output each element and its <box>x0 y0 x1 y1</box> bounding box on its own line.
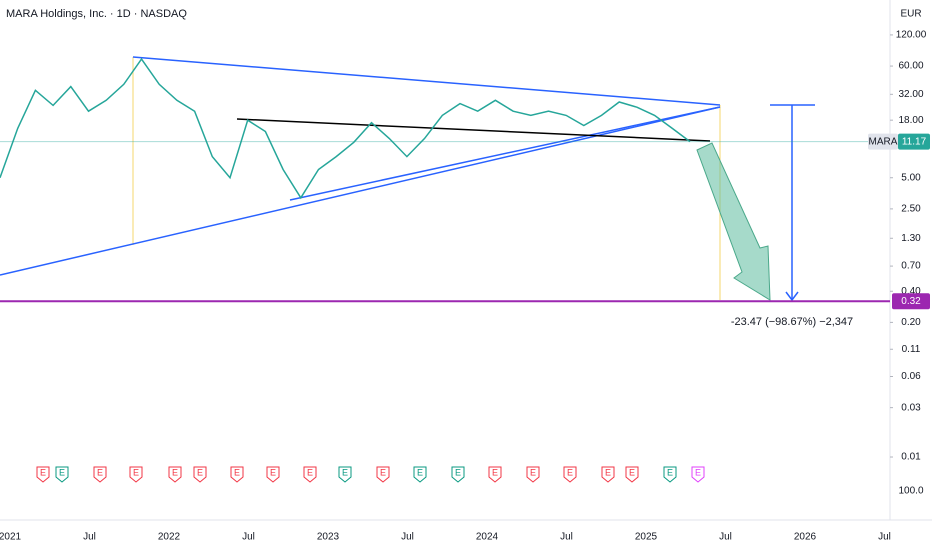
earnings-label: E <box>695 467 701 477</box>
earnings-label: E <box>455 467 461 477</box>
earnings-badge <box>526 466 540 483</box>
earnings-badge <box>168 466 182 483</box>
earnings-label: E <box>97 467 103 477</box>
measure-label: -23.47 (−98.67%) −2,347 <box>731 316 853 328</box>
currency: EUR <box>900 9 921 20</box>
earnings-badge <box>488 466 502 483</box>
target-badge <box>892 293 930 310</box>
earnings-badge <box>266 466 280 483</box>
earnings-label: E <box>342 467 348 477</box>
earnings-label: E <box>629 467 635 477</box>
x-tick-label: Jul <box>401 532 414 543</box>
symbol-label: MARA <box>869 136 898 147</box>
earnings-badge <box>36 466 50 483</box>
x-tick-label: 2025 <box>635 532 658 543</box>
trendline <box>132 56 721 106</box>
earnings-badge <box>55 466 69 483</box>
y-tick-label: 32.00 <box>898 89 923 100</box>
price-label: 11.17 <box>902 136 927 147</box>
earnings-badge <box>563 466 577 483</box>
earnings-label: E <box>530 467 536 477</box>
x-tick-label: 2026 <box>794 532 817 543</box>
volume-scale-label: 100.0 <box>898 486 923 497</box>
earnings-label: E <box>667 467 673 477</box>
projection-arrow <box>696 142 771 301</box>
earnings-badge <box>451 466 465 483</box>
y-tick-label: 0.03 <box>901 402 921 413</box>
x-tick-label: 2024 <box>476 532 499 543</box>
x-tick-label: Jul <box>719 532 732 543</box>
earnings-badge <box>193 466 207 483</box>
earnings-badge <box>376 466 390 483</box>
measure-arrowhead <box>785 291 799 302</box>
earnings-label: E <box>492 467 498 477</box>
earnings-badge <box>230 466 244 483</box>
earnings-badge <box>338 466 352 483</box>
chart-title: MARA Holdings, Inc. · 1D · NASDAQ <box>6 8 187 20</box>
x-tick-label: Jul <box>878 532 891 543</box>
x-tick-label: 2023 <box>317 532 340 543</box>
earnings-badge <box>413 466 427 483</box>
drawings <box>0 56 815 302</box>
earnings-badge <box>129 466 143 483</box>
y-tick-label: 1.30 <box>901 233 921 244</box>
x-tick-label: Jul <box>560 532 573 543</box>
y-tick-label: 60.00 <box>898 61 923 72</box>
earnings-label: E <box>40 467 46 477</box>
earnings-label: E <box>605 467 611 477</box>
earnings-label: E <box>133 467 139 477</box>
x-tick-label: 2021 <box>0 532 22 543</box>
y-tick-label: 2.50 <box>901 204 921 215</box>
x-tick-label: Jul <box>83 532 96 543</box>
trendline <box>236 118 711 142</box>
y-tick-label: 0.01 <box>901 452 921 463</box>
y-tick-label: 18.00 <box>898 115 923 126</box>
earnings-badge <box>625 466 639 483</box>
price-badge <box>898 133 930 150</box>
price-line <box>0 57 691 200</box>
y-tick-label: 0.06 <box>901 371 921 382</box>
earnings-label: E <box>59 467 65 477</box>
y-tick-label: 0.70 <box>901 261 921 272</box>
trendline <box>0 106 721 276</box>
symbol-badge <box>868 133 898 150</box>
earnings-label: E <box>567 467 573 477</box>
earnings-label: E <box>172 467 178 477</box>
y-tick-label: 0.11 <box>902 344 921 355</box>
x-tick-label: 2022 <box>158 532 181 543</box>
earnings-label: E <box>380 467 386 477</box>
earnings-label: E <box>234 467 240 477</box>
earnings-label: E <box>307 467 313 477</box>
y-tick-label: 120.00 <box>896 30 927 41</box>
y-tick-label: 0.40 <box>901 286 921 297</box>
earnings-badge <box>691 466 705 483</box>
earnings-label: E <box>197 467 203 477</box>
earnings-label: E <box>417 467 423 477</box>
earnings-label: E <box>270 467 276 477</box>
earnings-badge <box>663 466 677 483</box>
y-tick-label: 5.00 <box>901 172 921 183</box>
earnings-badge <box>93 466 107 483</box>
target-label: 0.32 <box>901 296 921 307</box>
x-tick-label: Jul <box>242 532 255 543</box>
y-tick-label: 0.20 <box>901 317 921 328</box>
earnings-badge <box>601 466 615 483</box>
trendline <box>289 106 721 201</box>
earnings-badge <box>303 466 317 483</box>
